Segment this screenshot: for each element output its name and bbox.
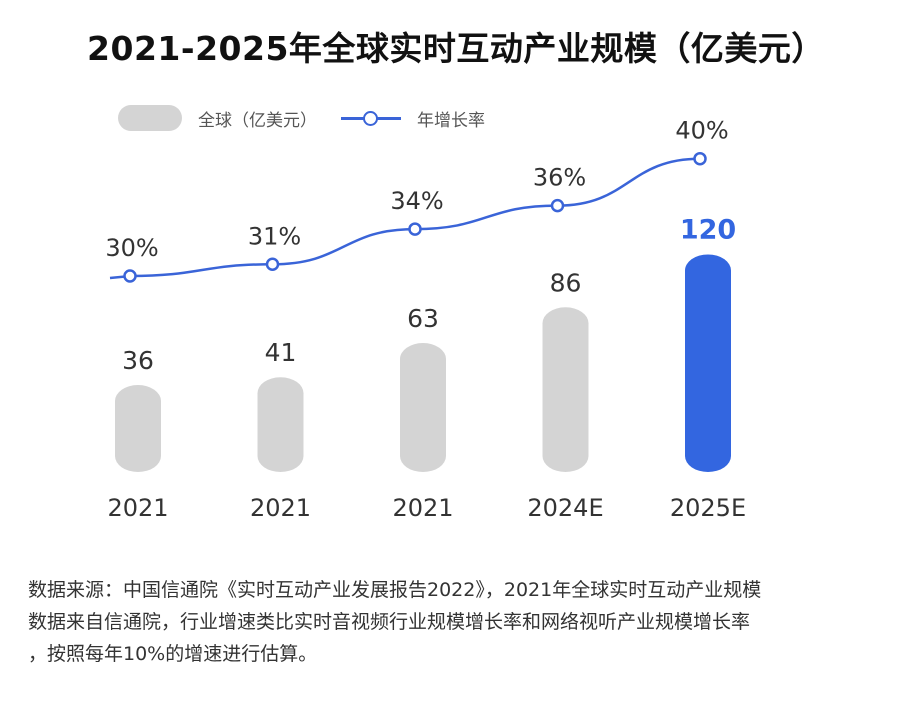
footnote-line: 数据来自信通院，行业增速类比实时音视频行业规模增长率和网络视听产业规模增长率 bbox=[28, 611, 751, 633]
bar-value-label: 36 bbox=[122, 346, 154, 375]
legend-line-swatch bbox=[341, 108, 401, 128]
growth-point bbox=[408, 222, 422, 236]
chart-title: 2021-2025年全球实时互动产业规模（亿美元） bbox=[87, 29, 825, 68]
bar-value-label: 63 bbox=[407, 304, 439, 333]
x-tick-label: 2021 bbox=[107, 494, 168, 522]
bar bbox=[115, 385, 161, 472]
growth-label: 31% bbox=[248, 222, 301, 250]
growth-point bbox=[123, 269, 137, 283]
bar-value-label: 41 bbox=[265, 338, 297, 367]
legend-bar-label: 全球（亿美元） bbox=[198, 110, 317, 131]
x-tick-label: 2021 bbox=[392, 494, 453, 522]
growth-point bbox=[693, 151, 707, 166]
legend-line-label: 年增长率 bbox=[417, 110, 485, 131]
bar-value-label: 86 bbox=[550, 268, 582, 297]
legend: 全球（亿美元） 年增长率 bbox=[118, 104, 485, 132]
growth-point bbox=[550, 198, 565, 213]
chart-area: 36 2021 41 2021 63 2021 86 2024E 120 2025E 30% 31% 3… bbox=[105, 117, 746, 522]
footnote: 数据来源：中国信通院《实时互动产业发展报告2022》，2021年全球实时互动产业… bbox=[28, 574, 898, 670]
bar-value-label: 120 bbox=[680, 214, 736, 245]
x-tick-label: 2025E bbox=[670, 494, 746, 522]
bar bbox=[400, 343, 446, 472]
growth-label: 36% bbox=[533, 164, 586, 192]
bar bbox=[685, 254, 731, 472]
growth-label: 40% bbox=[675, 117, 728, 145]
footnote-line: ，按照每年10%的增速进行估算。 bbox=[28, 643, 318, 665]
growth-label: 30% bbox=[105, 234, 158, 262]
x-tick-label: 2024E bbox=[527, 494, 603, 522]
legend-bar-swatch bbox=[118, 105, 182, 131]
growth-line bbox=[109, 157, 701, 280]
growth-label: 34% bbox=[390, 187, 443, 215]
x-tick-label: 2021 bbox=[250, 494, 311, 522]
growth-point bbox=[265, 257, 280, 272]
bar bbox=[257, 377, 304, 472]
bar bbox=[542, 307, 589, 472]
footnote-line: 数据来源：中国信通院《实时互动产业发展报告2022》，2021年全球实时互动产业… bbox=[28, 579, 762, 601]
